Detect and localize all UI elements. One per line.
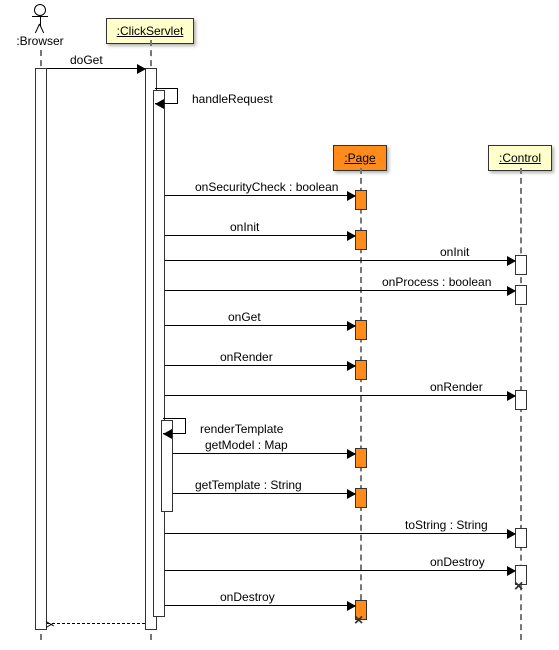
- message-1: onSecurityCheck : boolean: [165, 195, 355, 196]
- page-label: :Page: [344, 151, 375, 165]
- return-message: [47, 623, 145, 624]
- message-label-12: onDestroy: [220, 590, 275, 604]
- message-7: onRender: [165, 395, 515, 396]
- message-3: onInit: [165, 260, 515, 261]
- message-12: onDestroy: [165, 605, 355, 606]
- message-label-8: getModel : Map: [205, 438, 288, 452]
- control-exec-0: [515, 255, 527, 275]
- page-exec-2: [355, 320, 367, 340]
- message-label-2: onInit: [230, 220, 259, 234]
- message-5: onGet: [165, 325, 355, 326]
- message-6: onRender: [165, 365, 355, 366]
- page-exec-3: [355, 360, 367, 380]
- destroy-x-1: ×: [514, 578, 523, 596]
- message-label-11: onDestroy: [430, 555, 485, 569]
- browser-label: :Browser: [15, 34, 65, 48]
- message-label-1: onSecurityCheck : boolean: [195, 180, 338, 194]
- message-10: toString : String: [165, 533, 515, 534]
- page-exec-5: [355, 488, 367, 508]
- self-call-0: [155, 88, 178, 104]
- self-call-label-1: renderTemplate: [200, 422, 283, 436]
- self-call-label-0: handleRequest: [192, 92, 273, 106]
- servlet-label: :ClickServlet: [117, 24, 184, 38]
- destroy-x-0: ×: [354, 612, 363, 630]
- activation-servlet_handle: [153, 90, 165, 617]
- message-4: onProcess : boolean: [165, 290, 515, 291]
- control-label: :Control: [499, 151, 541, 165]
- page-exec-1: [355, 230, 367, 250]
- page-exec-4: [355, 448, 367, 468]
- message-label-3: onInit: [440, 245, 469, 259]
- message-label-7: onRender: [430, 380, 483, 394]
- message-label-0: doGet: [70, 53, 103, 67]
- control-exec-1: [515, 285, 527, 305]
- message-label-6: onRender: [220, 350, 273, 364]
- message-label-4: onProcess : boolean: [382, 275, 491, 289]
- message-2: onInit: [165, 235, 355, 236]
- control-exec-3: [515, 528, 527, 548]
- activation-browser_main: [35, 68, 47, 630]
- message-8: getModel : Map: [173, 453, 355, 454]
- message-9: getTemplate : String: [173, 493, 355, 494]
- self-call-1: [163, 418, 186, 434]
- actor-browser: :Browser: [15, 4, 65, 48]
- page-exec-0: [355, 190, 367, 210]
- message-label-10: toString : String: [405, 518, 488, 532]
- message-label-5: onGet: [228, 310, 261, 324]
- message-label-9: getTemplate : String: [195, 478, 302, 492]
- object-control: :Control: [470, 145, 559, 171]
- message-11: onDestroy: [165, 570, 515, 571]
- control-exec-2: [515, 390, 527, 410]
- message-0: doGet: [47, 68, 145, 69]
